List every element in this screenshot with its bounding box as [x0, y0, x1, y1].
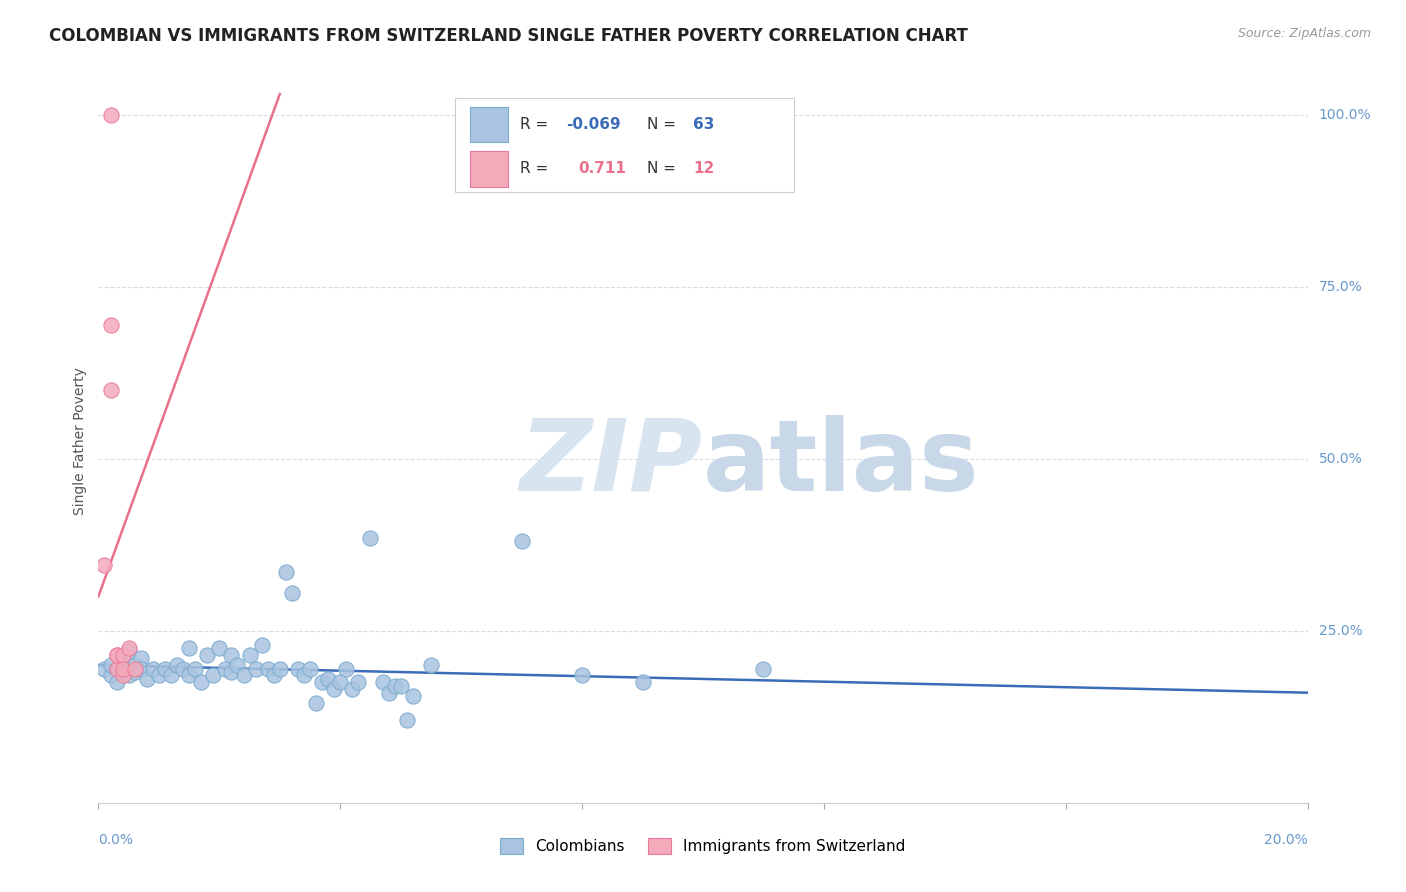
Text: N =: N =: [647, 117, 682, 132]
Point: [292, 668, 315, 682]
Point: [335, 662, 357, 676]
Point: [571, 668, 593, 682]
Text: COLOMBIAN VS IMMIGRANTS FROM SWITZERLAND SINGLE FATHER POVERTY CORRELATION CHART: COLOMBIAN VS IMMIGRANTS FROM SWITZERLAND…: [49, 27, 969, 45]
Point: [195, 648, 218, 662]
Point: [105, 648, 128, 662]
Text: ZIP: ZIP: [520, 415, 703, 512]
Point: [274, 566, 297, 580]
Text: 25.0%: 25.0%: [1319, 624, 1362, 638]
Point: [166, 658, 188, 673]
Point: [118, 640, 141, 655]
Point: [360, 531, 382, 545]
Point: [214, 662, 236, 676]
Point: [245, 662, 267, 676]
Text: -0.069: -0.069: [567, 117, 621, 132]
Point: [118, 644, 141, 658]
Text: 12: 12: [693, 161, 714, 177]
Point: [100, 383, 122, 397]
Point: [179, 668, 201, 682]
Point: [111, 648, 134, 662]
Point: [111, 668, 134, 682]
Point: [179, 640, 201, 655]
Point: [323, 682, 346, 697]
Point: [371, 675, 394, 690]
Point: [105, 675, 128, 690]
Point: [142, 662, 165, 676]
Point: [311, 675, 333, 690]
Point: [111, 665, 134, 679]
Point: [281, 586, 304, 600]
Point: [256, 662, 278, 676]
Point: [111, 658, 134, 673]
Point: [160, 668, 183, 682]
Text: 50.0%: 50.0%: [1319, 451, 1362, 466]
Point: [105, 662, 128, 676]
Point: [239, 648, 262, 662]
Point: [342, 682, 364, 697]
Point: [129, 662, 152, 676]
Text: atlas: atlas: [703, 415, 980, 512]
Point: [389, 679, 412, 693]
Bar: [470, 107, 509, 143]
Point: [100, 658, 122, 673]
Point: [135, 672, 157, 686]
Point: [190, 675, 212, 690]
Point: [202, 668, 225, 682]
Point: [100, 318, 122, 332]
Point: [420, 658, 443, 673]
Point: [93, 662, 115, 676]
Text: N =: N =: [647, 161, 682, 177]
Text: R =: R =: [520, 161, 558, 177]
Point: [329, 675, 352, 690]
Text: R =: R =: [520, 117, 554, 132]
Text: 75.0%: 75.0%: [1319, 280, 1362, 293]
Point: [105, 662, 128, 676]
Point: [263, 668, 285, 682]
Text: 20.0%: 20.0%: [1264, 833, 1308, 847]
Text: 100.0%: 100.0%: [1319, 108, 1371, 121]
Point: [100, 108, 122, 122]
Text: Source: ZipAtlas.com: Source: ZipAtlas.com: [1237, 27, 1371, 40]
Bar: [470, 151, 509, 186]
Text: 63: 63: [693, 117, 714, 132]
Point: [118, 668, 141, 682]
Point: [232, 668, 254, 682]
Text: 0.711: 0.711: [578, 161, 626, 177]
Point: [124, 658, 146, 673]
Legend: Colombians, Immigrants from Switzerland: Colombians, Immigrants from Switzerland: [495, 832, 911, 860]
Point: [172, 662, 194, 676]
Point: [129, 651, 152, 665]
Point: [124, 662, 146, 676]
Point: [752, 662, 775, 676]
Point: [153, 662, 176, 676]
Text: 0.0%: 0.0%: [98, 833, 134, 847]
Point: [100, 668, 122, 682]
Point: [105, 648, 128, 662]
Point: [631, 675, 654, 690]
Point: [510, 534, 533, 549]
Point: [250, 638, 273, 652]
Point: [316, 672, 339, 686]
Point: [208, 640, 231, 655]
Point: [111, 662, 134, 676]
Point: [347, 675, 370, 690]
Point: [269, 662, 291, 676]
Point: [287, 662, 309, 676]
Point: [402, 689, 425, 703]
Point: [305, 696, 328, 710]
FancyBboxPatch shape: [456, 98, 793, 193]
Point: [299, 662, 322, 676]
Point: [93, 558, 115, 573]
Point: [384, 679, 406, 693]
Point: [395, 713, 418, 727]
Point: [226, 658, 249, 673]
Point: [184, 662, 207, 676]
Point: [124, 665, 146, 679]
Y-axis label: Single Father Poverty: Single Father Poverty: [73, 368, 87, 516]
Point: [148, 668, 170, 682]
Point: [221, 648, 243, 662]
Point: [221, 665, 243, 679]
Point: [377, 686, 399, 700]
